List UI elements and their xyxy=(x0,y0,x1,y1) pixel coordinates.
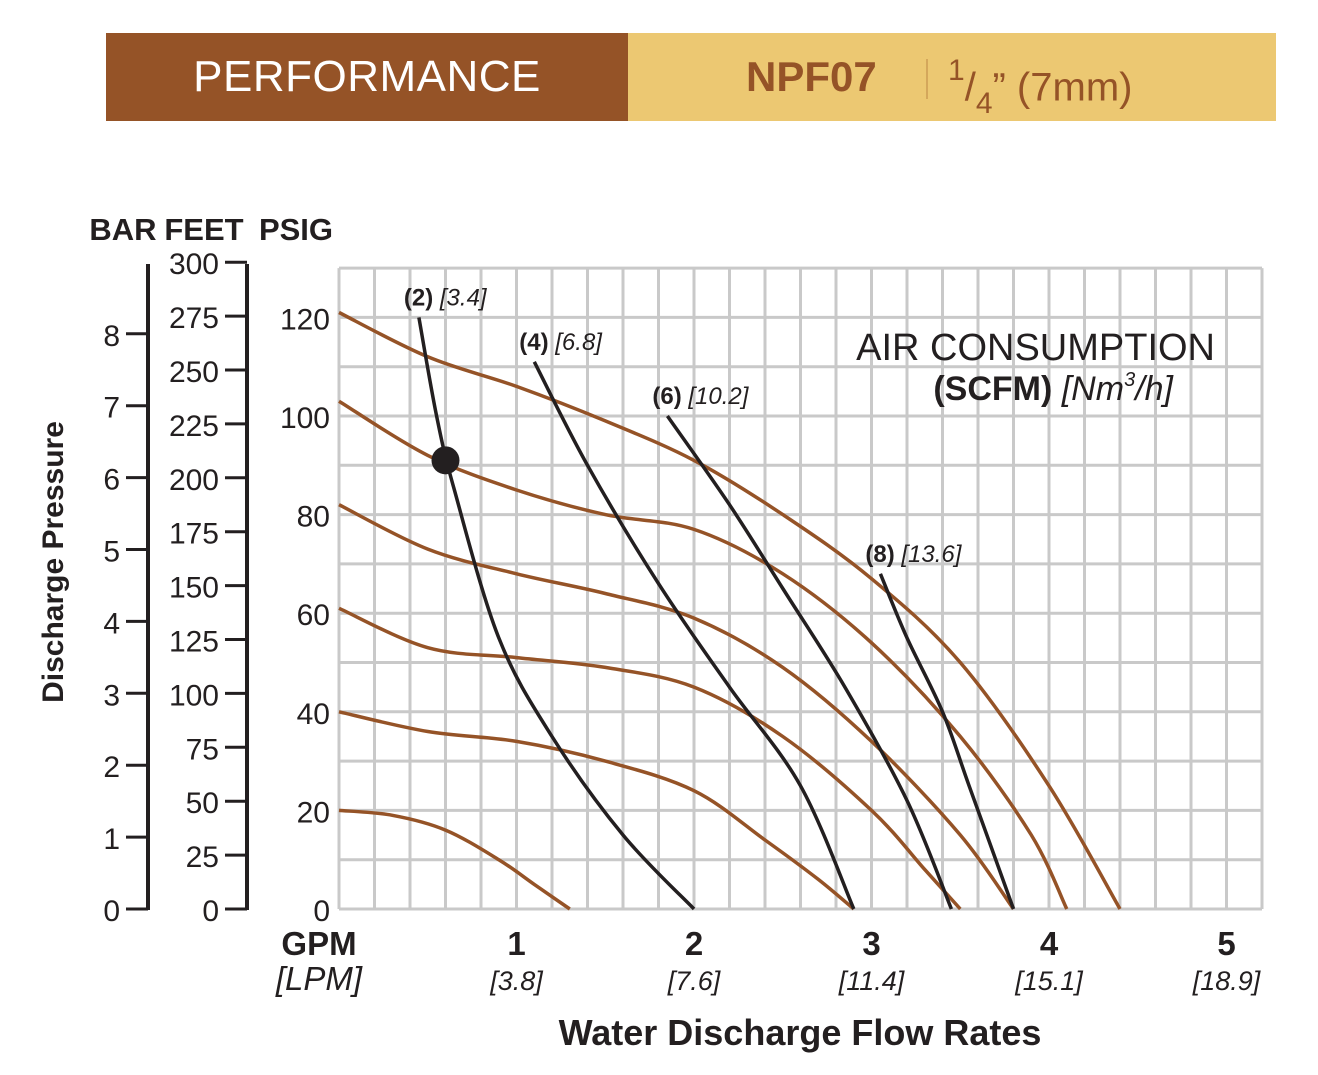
feet-tick-label: 150 xyxy=(169,572,219,605)
bar-tick-label: 7 xyxy=(103,392,120,425)
bar-axis-label: BAR xyxy=(89,212,156,247)
x-tick-label-lpm: [18.9] xyxy=(1192,966,1262,996)
legend-title: AIR CONSUMPTION xyxy=(856,327,1215,369)
x-tick-label-gpm: 3 xyxy=(862,925,880,962)
pressure-curve xyxy=(338,606,962,911)
chart-axes: 0123456780255075100125150175200225250275… xyxy=(103,248,1261,996)
bar-tick-label: 6 xyxy=(103,464,120,497)
air-curve xyxy=(665,415,954,910)
air-curve-label-scfm: (4) xyxy=(519,329,548,356)
air-curve-label: (4) [6.8] xyxy=(519,329,603,356)
air-curve-label: (6) [10.2] xyxy=(652,383,749,410)
port-size-numerator: 1 xyxy=(948,54,965,87)
air-curves xyxy=(417,317,1016,911)
air-curve-label-space xyxy=(549,329,556,356)
bar-tick-label: 2 xyxy=(103,751,120,784)
psig-axis-label: PSIG xyxy=(259,212,333,247)
x-tick-label-lpm: [15.1] xyxy=(1014,966,1084,996)
port-size-denominator: 4 xyxy=(975,87,993,121)
y-axis-title: Discharge Pressure xyxy=(37,421,70,703)
air-curve-label-metric: [6.8] xyxy=(554,329,603,356)
x-tick-label-lpm: [7.6] xyxy=(667,966,722,996)
feet-tick-label: 175 xyxy=(169,518,219,551)
psig-tick-label: 0 xyxy=(313,895,330,928)
air-curve-label-space xyxy=(682,383,689,410)
legend-units-metric-post: /h] xyxy=(1133,370,1174,408)
bar-tick-label: 5 xyxy=(103,536,120,569)
psig-tick-label: 80 xyxy=(297,501,330,534)
feet-tick-label: 200 xyxy=(169,464,219,497)
x-tick-label-gpm: 5 xyxy=(1217,925,1235,962)
port-size-rest: ” (7mm) xyxy=(992,65,1133,110)
air-curve-label-space xyxy=(895,541,902,568)
psig-tick-label: 40 xyxy=(297,698,330,731)
feet-tick-label: 225 xyxy=(169,410,219,443)
performance-header: PERFORMANCE NPF07 1/4” (7mm) xyxy=(106,33,1276,121)
pressure-curve xyxy=(338,503,1015,911)
feet-tick-label: 100 xyxy=(169,679,219,712)
bar-tick-label: 0 xyxy=(103,895,120,928)
psig-tick-label: 120 xyxy=(280,303,330,336)
air-curve-label-metric: [10.2] xyxy=(687,383,749,410)
air-curve xyxy=(532,361,856,910)
feet-axis-label: FEET xyxy=(164,212,243,247)
pressure-curve xyxy=(338,710,855,911)
feet-tick-label: 125 xyxy=(169,626,219,659)
air-curve-label-scfm: (6) xyxy=(652,383,681,410)
pressure-curves xyxy=(338,310,1122,911)
x-tick-label-gpm: 2 xyxy=(685,925,703,962)
chart-grid xyxy=(337,266,1264,911)
model-panel: NPF07 1/4” (7mm) xyxy=(628,33,1276,121)
model-name: NPF07 xyxy=(746,53,877,100)
air-curve-label: (8) [13.6] xyxy=(865,541,962,568)
x-unit-gpm: GPM xyxy=(281,925,356,962)
psig-tick-label: 100 xyxy=(280,402,330,435)
air-curve-label-metric: [3.4] xyxy=(439,284,488,311)
pressure-curve xyxy=(338,399,1069,910)
feet-tick-label: 25 xyxy=(186,841,219,874)
air-curve xyxy=(878,573,1016,910)
x-axis-title: Water Discharge Flow Rates xyxy=(559,1012,1042,1053)
header-divider xyxy=(926,59,928,99)
operating-point-marker xyxy=(431,446,460,475)
x-tick-label-lpm: [3.8] xyxy=(489,966,544,996)
feet-tick-label: 0 xyxy=(202,895,219,928)
bar-tick-label: 1 xyxy=(103,823,120,856)
psig-tick-label: 20 xyxy=(297,796,330,829)
pressure-curve xyxy=(338,808,571,911)
bar-tick-label: 3 xyxy=(103,679,120,712)
psig-tick-label: 60 xyxy=(297,599,330,632)
pressure-curve xyxy=(338,310,1122,910)
feet-tick-label: 50 xyxy=(186,787,219,820)
legend-units-scfm: (SCFM) xyxy=(933,370,1052,408)
x-tick-label-gpm: 1 xyxy=(507,925,525,962)
air-curve-label-space xyxy=(433,284,440,311)
air-curve-label: (2) [3.4] xyxy=(404,284,488,311)
port-size: 1/4” (7mm) xyxy=(948,54,1133,121)
x-unit-lpm: [LPM] xyxy=(275,960,363,997)
legend-units-metric-pre: [Nm xyxy=(1061,370,1124,408)
legend-units: (SCFM) [Nm3/h] xyxy=(933,369,1174,408)
air-curve xyxy=(417,317,696,911)
legend-units-metric-sup: 3 xyxy=(1124,369,1135,391)
feet-tick-label: 300 xyxy=(169,248,219,281)
feet-tick-label: 275 xyxy=(169,302,219,335)
performance-title: PERFORMANCE xyxy=(106,33,628,121)
x-tick-label-lpm: [11.4] xyxy=(838,966,906,996)
air-curve-label-metric: [13.6] xyxy=(900,541,962,568)
air-curve-label-scfm: (2) xyxy=(404,284,433,311)
x-tick-label-gpm: 4 xyxy=(1040,925,1059,962)
bar-tick-label: 8 xyxy=(103,320,120,353)
feet-tick-label: 75 xyxy=(186,733,219,766)
feet-tick-label: 250 xyxy=(169,356,219,389)
air-curve-labels: (2) [3.4] (4) [6.8] (6) [10.2] (8) [13.6] xyxy=(404,284,963,567)
air-curve-label-scfm: (8) xyxy=(865,541,894,568)
bar-tick-label: 4 xyxy=(103,607,120,640)
